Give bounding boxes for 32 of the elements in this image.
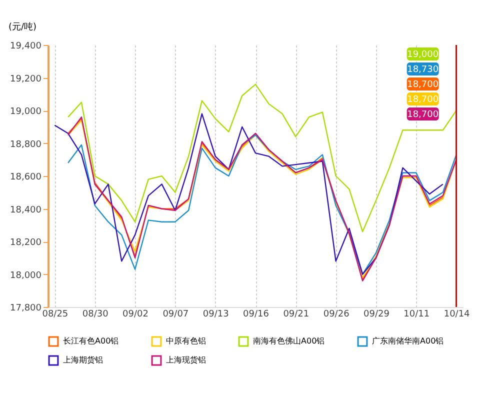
y-tick-label: 17,800 — [10, 304, 42, 314]
y-tick-label: 18,200 — [10, 238, 42, 248]
y-axis-title: (元/吨) — [8, 22, 37, 32]
annotation: 18,700 — [407, 110, 439, 120]
y-tick-label: 18,600 — [10, 172, 42, 182]
annotation: 19,000 — [407, 50, 439, 60]
x-tick-label: 09/02 — [122, 310, 148, 320]
x-tick-label: 08/25 — [42, 310, 68, 320]
x-tick-label: 08/30 — [82, 310, 109, 320]
x-tick-label: 09/13 — [202, 310, 229, 320]
y-tick-label: 19,000 — [10, 107, 42, 117]
y-tick-label: 18,000 — [10, 270, 42, 281]
annotation: 18,730 — [407, 65, 439, 75]
legend-label: 长江有色A00铝 — [63, 336, 119, 346]
annotation: 18,700 — [407, 95, 439, 105]
x-tick-label: 09/07 — [162, 310, 189, 320]
x-tick-label: 10/11 — [404, 310, 430, 320]
legend-label: 广东南储华南A00铝 — [372, 336, 444, 346]
x-tick-label: 09/26 — [323, 310, 350, 320]
legend-label: 南海有色佛山A00铝 — [253, 336, 325, 346]
y-tick-label: 19,400 — [10, 42, 42, 52]
y-tick-label: 18,800 — [10, 140, 42, 150]
x-tick-label: 09/29 — [364, 310, 390, 320]
legend-label: 中原有色铝 — [166, 336, 206, 346]
legend-label: 上海期货铝 — [63, 356, 103, 364]
x-tick-label: 10/14 — [444, 310, 470, 320]
legend-label: 上海现货铝 — [166, 356, 206, 364]
y-tick-label: 19,200 — [10, 74, 42, 84]
y-tick-label: 18,400 — [10, 205, 42, 216]
x-tick-label: 09/16 — [243, 310, 270, 320]
x-tick-label: 09/21 — [283, 310, 310, 320]
annotation: 18,700 — [407, 80, 439, 90]
